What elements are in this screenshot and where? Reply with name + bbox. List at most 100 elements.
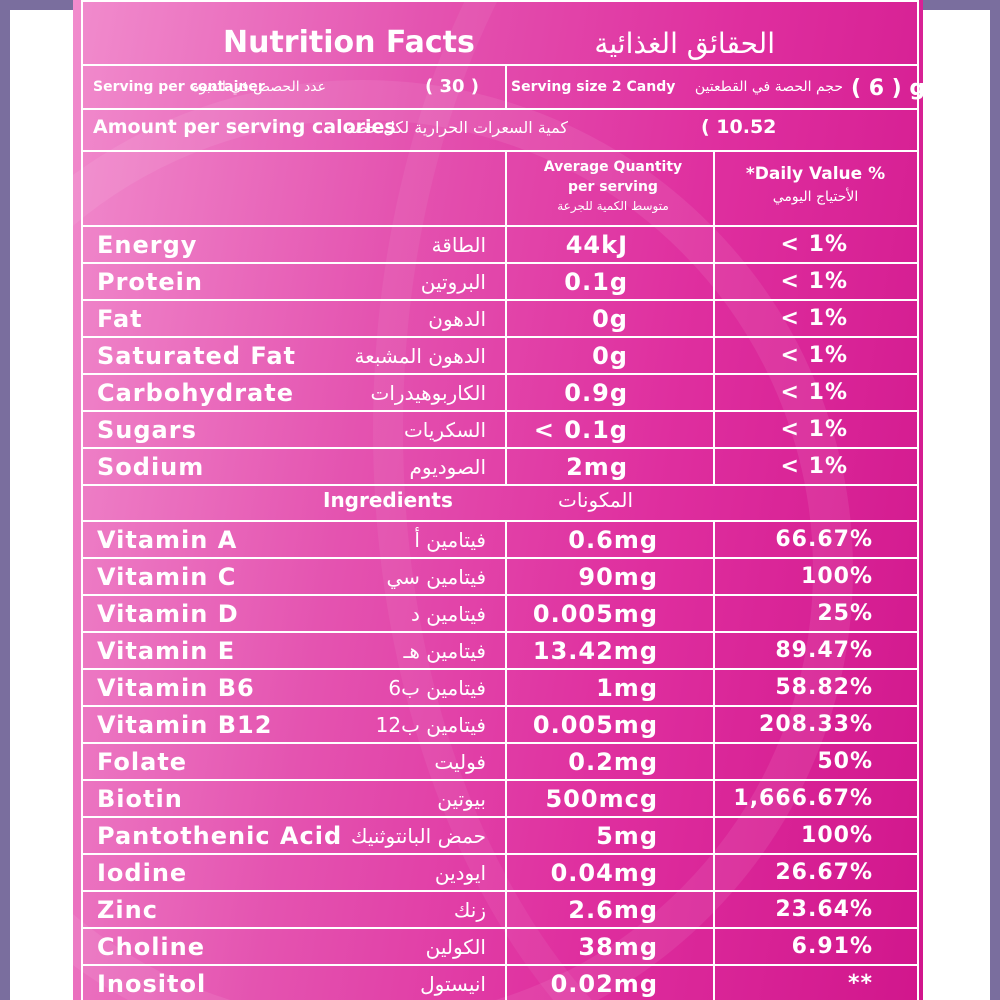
nutrient-name-ar: الطاقة bbox=[431, 233, 486, 257]
nutrient-daily-value: < 1% bbox=[780, 269, 848, 294]
nutrient-amount: < 0.1g bbox=[533, 416, 628, 444]
nutrient-amount: 44kJ bbox=[565, 231, 628, 259]
ingredient-amount: 0.2mg bbox=[568, 748, 658, 776]
ingredient-daily-value: 1,666.67% bbox=[733, 786, 873, 811]
ingredient-amount: 13.42mg bbox=[532, 637, 658, 665]
ingredient-name-ar: فيتامين ب12 bbox=[375, 713, 486, 737]
nutrient-amount: 0g bbox=[592, 342, 628, 370]
nutrient-name-ar: الكاربوهيدرات bbox=[370, 381, 486, 405]
divider-line bbox=[81, 0, 919, 2]
ingredient-name-ar: ايودين bbox=[434, 861, 486, 885]
ingredient-amount: 90mg bbox=[578, 563, 658, 591]
avg-quantity-header-2: per serving bbox=[568, 179, 658, 195]
serving-size-value: ( 6 ) g bbox=[851, 76, 923, 101]
row-divider bbox=[81, 816, 919, 818]
ingredient-name-ar: فيتامين سي bbox=[386, 565, 486, 589]
ingredient-name-ar: فيتامين أ bbox=[414, 528, 486, 552]
row-divider bbox=[81, 484, 919, 486]
calories-label-en: Amount per serving calories bbox=[93, 116, 396, 138]
row-divider bbox=[81, 668, 919, 670]
divider-vertical bbox=[505, 520, 507, 1000]
row-divider bbox=[81, 594, 919, 596]
nutrient-daily-value: < 1% bbox=[780, 306, 848, 331]
ingredient-name-en: Vitamin E bbox=[97, 637, 236, 665]
ingredient-name-en: Pantothenic Acid bbox=[97, 822, 343, 850]
ingredient-amount: 2.6mg bbox=[568, 896, 658, 924]
divider-vertical bbox=[505, 64, 507, 108]
ingredient-amount: 0.04mg bbox=[550, 859, 658, 887]
ingredient-amount: 0.02mg bbox=[550, 970, 658, 998]
ingredient-name-ar: فوليت bbox=[434, 750, 486, 774]
row-divider bbox=[81, 557, 919, 559]
avg-quantity-header-ar: متوسط الكمية للجرعة bbox=[557, 199, 669, 213]
ingredient-daily-value: 89.47% bbox=[775, 638, 873, 663]
ingredient-amount: 0.6mg bbox=[568, 526, 658, 554]
row-divider bbox=[81, 890, 919, 892]
nutrient-name-en: Protein bbox=[97, 268, 203, 296]
nutrition-label: Nutrition Facts الحقائق الغذائية Serving… bbox=[73, 0, 923, 1000]
ingredient-amount: 0.005mg bbox=[532, 600, 658, 628]
ingredient-name-en: Vitamin B12 bbox=[97, 711, 273, 739]
nutrient-name-en: Fat bbox=[97, 305, 143, 333]
ingredient-name-ar: زنك bbox=[453, 898, 486, 922]
ingredient-name-ar: فيتامين هـ bbox=[403, 639, 486, 663]
divider-line bbox=[81, 108, 919, 110]
nutrient-name-ar: الدهون المشبعة bbox=[354, 344, 486, 368]
ingredient-daily-value: 66.67% bbox=[775, 527, 873, 552]
serving-size-en: Serving size 2 Candy bbox=[511, 79, 676, 95]
ingredient-daily-value: 208.33% bbox=[759, 712, 873, 737]
ingredient-name-en: Biotin bbox=[97, 785, 183, 813]
ingredient-name-ar: انيستول bbox=[420, 972, 486, 996]
divider-vertical bbox=[713, 520, 715, 1000]
ingredient-amount: 38mg bbox=[578, 933, 658, 961]
divider-line bbox=[81, 520, 919, 522]
row-divider bbox=[81, 631, 919, 633]
nutrient-amount: 2mg bbox=[566, 453, 628, 481]
divider-line bbox=[81, 150, 919, 152]
daily-value-header: *Daily Value % bbox=[745, 164, 886, 184]
ingredient-name-en: Iodine bbox=[97, 859, 188, 887]
row-divider bbox=[81, 742, 919, 744]
ingredient-name-ar: الكولين bbox=[425, 935, 486, 959]
row-divider bbox=[81, 779, 919, 781]
ingredients-header-en: Ingredients bbox=[323, 488, 453, 512]
serving-size-ar: حجم الحصة في القطعتين bbox=[694, 79, 843, 95]
nutrient-daily-value: < 1% bbox=[780, 232, 848, 257]
divider-line bbox=[81, 64, 919, 66]
ingredient-amount: 5mg bbox=[596, 822, 658, 850]
nutrient-amount: 0.1g bbox=[564, 268, 628, 296]
ingredient-daily-value: 26.67% bbox=[775, 860, 873, 885]
border-right bbox=[917, 0, 919, 1000]
ingredient-amount: 500mcg bbox=[545, 785, 658, 813]
nutrient-daily-value: < 1% bbox=[780, 417, 848, 442]
ingredient-daily-value: 58.82% bbox=[775, 675, 873, 700]
nutrient-name-en: Carbohydrate bbox=[97, 379, 295, 407]
ingredient-name-en: Vitamin B6 bbox=[97, 674, 255, 702]
nutrient-name-ar: الدهون bbox=[428, 307, 486, 331]
ingredient-name-en: Vitamin D bbox=[97, 600, 239, 628]
nutrient-name-en: Sodium bbox=[97, 453, 205, 481]
nutrient-daily-value: < 1% bbox=[780, 380, 848, 405]
serving-per-container-en: Serving per container bbox=[93, 79, 265, 95]
daily-value-header-ar: الأحتياج اليومي bbox=[772, 189, 859, 205]
ingredient-name-en: Vitamin A bbox=[97, 526, 238, 554]
ingredient-daily-value: 100% bbox=[801, 823, 873, 848]
row-divider bbox=[81, 299, 919, 301]
calories-label-ar: كمية السعرات الحرارية لكل حصة bbox=[345, 118, 568, 137]
nutrient-name-ar: السكريات bbox=[403, 418, 486, 442]
calories-value: ( 10.52 bbox=[701, 116, 777, 138]
row-divider bbox=[81, 262, 919, 264]
ingredient-name-en: Inositol bbox=[97, 970, 207, 998]
row-divider bbox=[81, 853, 919, 855]
ingredient-daily-value: 100% bbox=[801, 564, 873, 589]
row-divider bbox=[81, 373, 919, 375]
ingredient-amount: 0.005mg bbox=[532, 711, 658, 739]
row-divider bbox=[81, 705, 919, 707]
title-ar: الحقائق الغذائية bbox=[594, 27, 775, 60]
ingredient-amount: 1mg bbox=[596, 674, 658, 702]
nutrient-amount: 0.9g bbox=[564, 379, 628, 407]
nutrient-name-en: Energy bbox=[97, 231, 198, 259]
ingredient-name-ar: فيتامين د bbox=[411, 602, 486, 626]
nutrient-daily-value: < 1% bbox=[780, 343, 848, 368]
ingredient-name-ar: حمض البانتوثنيك bbox=[351, 824, 486, 848]
